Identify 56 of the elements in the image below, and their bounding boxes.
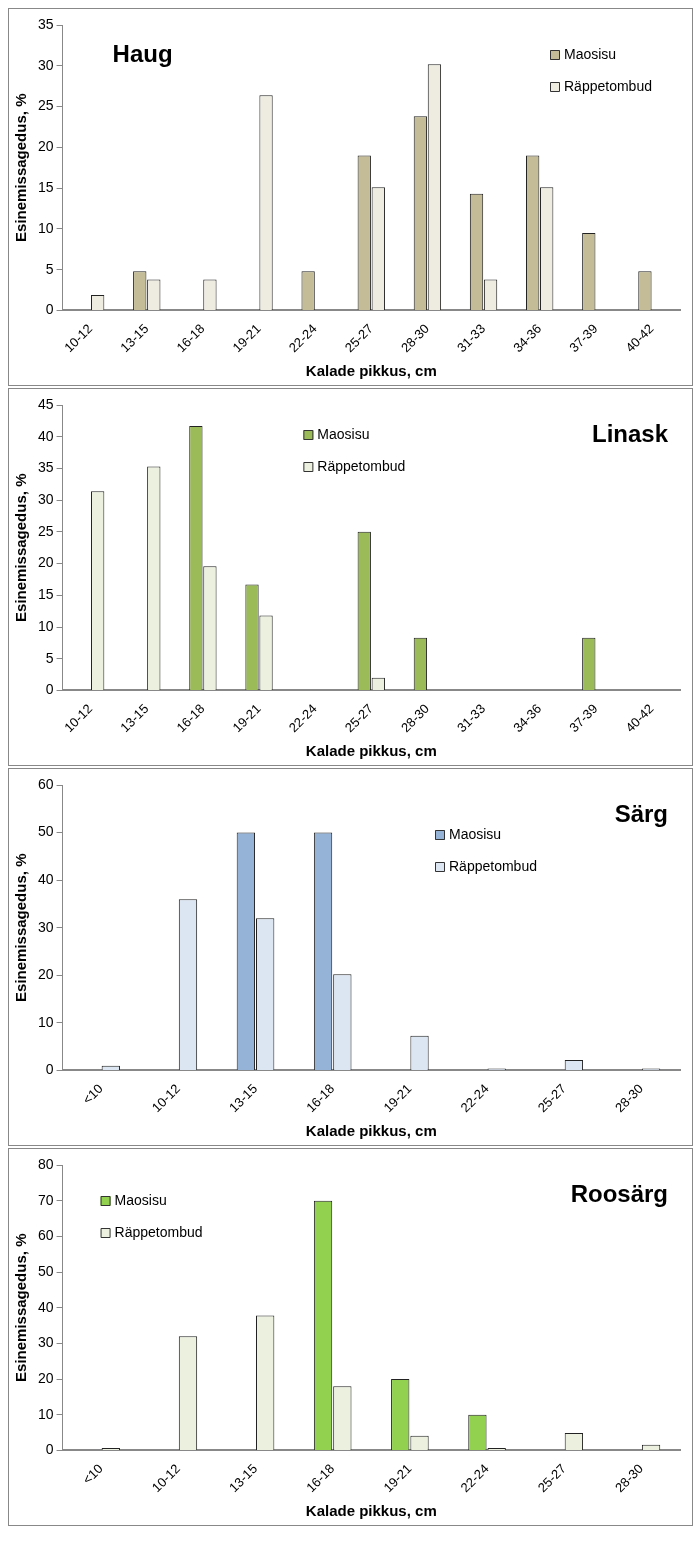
y-tick-label: 20 [37,966,54,983]
y-tick-label: 0 [45,301,54,318]
x-tick-label: <10 [79,1461,106,1488]
y-tick-label: 20 [37,1369,54,1386]
y-tick-label: 45 [37,395,54,412]
y-tick-label: 20 [37,138,54,155]
y-tick-label: 60 [37,775,54,792]
y-tick-label: 10 [37,1013,54,1030]
y-tick-label: 15 [37,586,54,603]
y-tick-label: 40 [37,871,54,888]
y-tick-label: 60 [37,1227,54,1244]
legend-label: Maosisu [564,45,617,62]
y-tick-label: 30 [37,918,54,935]
y-axis-title: Esinemissagedus, % [12,473,30,622]
x-tick-label: <10 [79,1081,106,1108]
y-tick-label: 40 [37,427,54,444]
text: Särg [614,799,668,827]
y-tick-label: 25 [37,97,54,114]
y-tick-label: 0 [45,681,54,698]
x-axis-title: Kalade pikkus, cm [305,1502,437,1520]
y-tick-label: 5 [45,649,54,666]
text: Haug [112,39,173,67]
y-tick-label: 30 [37,1334,54,1351]
y-tick-label: 50 [37,823,54,840]
y-tick-label: 50 [37,1262,54,1279]
y-tick-label: 10 [37,1405,54,1422]
y-tick-label: 40 [37,1298,54,1315]
y-tick-label: 20 [37,554,54,571]
y-tick-label: 35 [37,15,54,32]
legend-label: Räppetombud [317,457,406,474]
y-tick-label: 5 [45,260,54,277]
y-tick-label: 80 [37,1155,54,1172]
y-tick-label: 0 [45,1061,54,1078]
x-axis-title: Kalade pikkus, cm [305,362,437,380]
y-tick-label: 35 [37,459,54,476]
legend-label: Räppetombud [114,1223,203,1240]
y-tick-label: 30 [37,56,54,73]
x-axis-title: Kalade pikkus, cm [305,1122,437,1140]
y-tick-label: 70 [37,1191,54,1208]
legend-label: Maosisu [449,825,502,842]
y-tick-label: 0 [45,1441,54,1458]
text: Linask [591,419,669,447]
legend-label: Räppetombud [564,77,652,94]
y-tick-label: 10 [37,617,54,634]
y-axis-title: Esinemissagedus, % [12,93,30,242]
legend-label: Maosisu [317,425,370,442]
text: Roosärg [570,1179,668,1207]
legend-label: Maosisu [114,1191,167,1208]
y-tick-label: 15 [37,178,54,195]
legend-label: Räppetombud [449,857,537,874]
y-tick-label: 10 [37,219,54,236]
y-axis-title: Esinemissagedus, % [12,1233,30,1382]
y-tick-label: 30 [37,491,54,508]
y-axis-title: Esinemissagedus, % [12,853,30,1002]
x-axis-title: Kalade pikkus, cm [305,742,437,760]
y-tick-label: 25 [37,522,54,539]
